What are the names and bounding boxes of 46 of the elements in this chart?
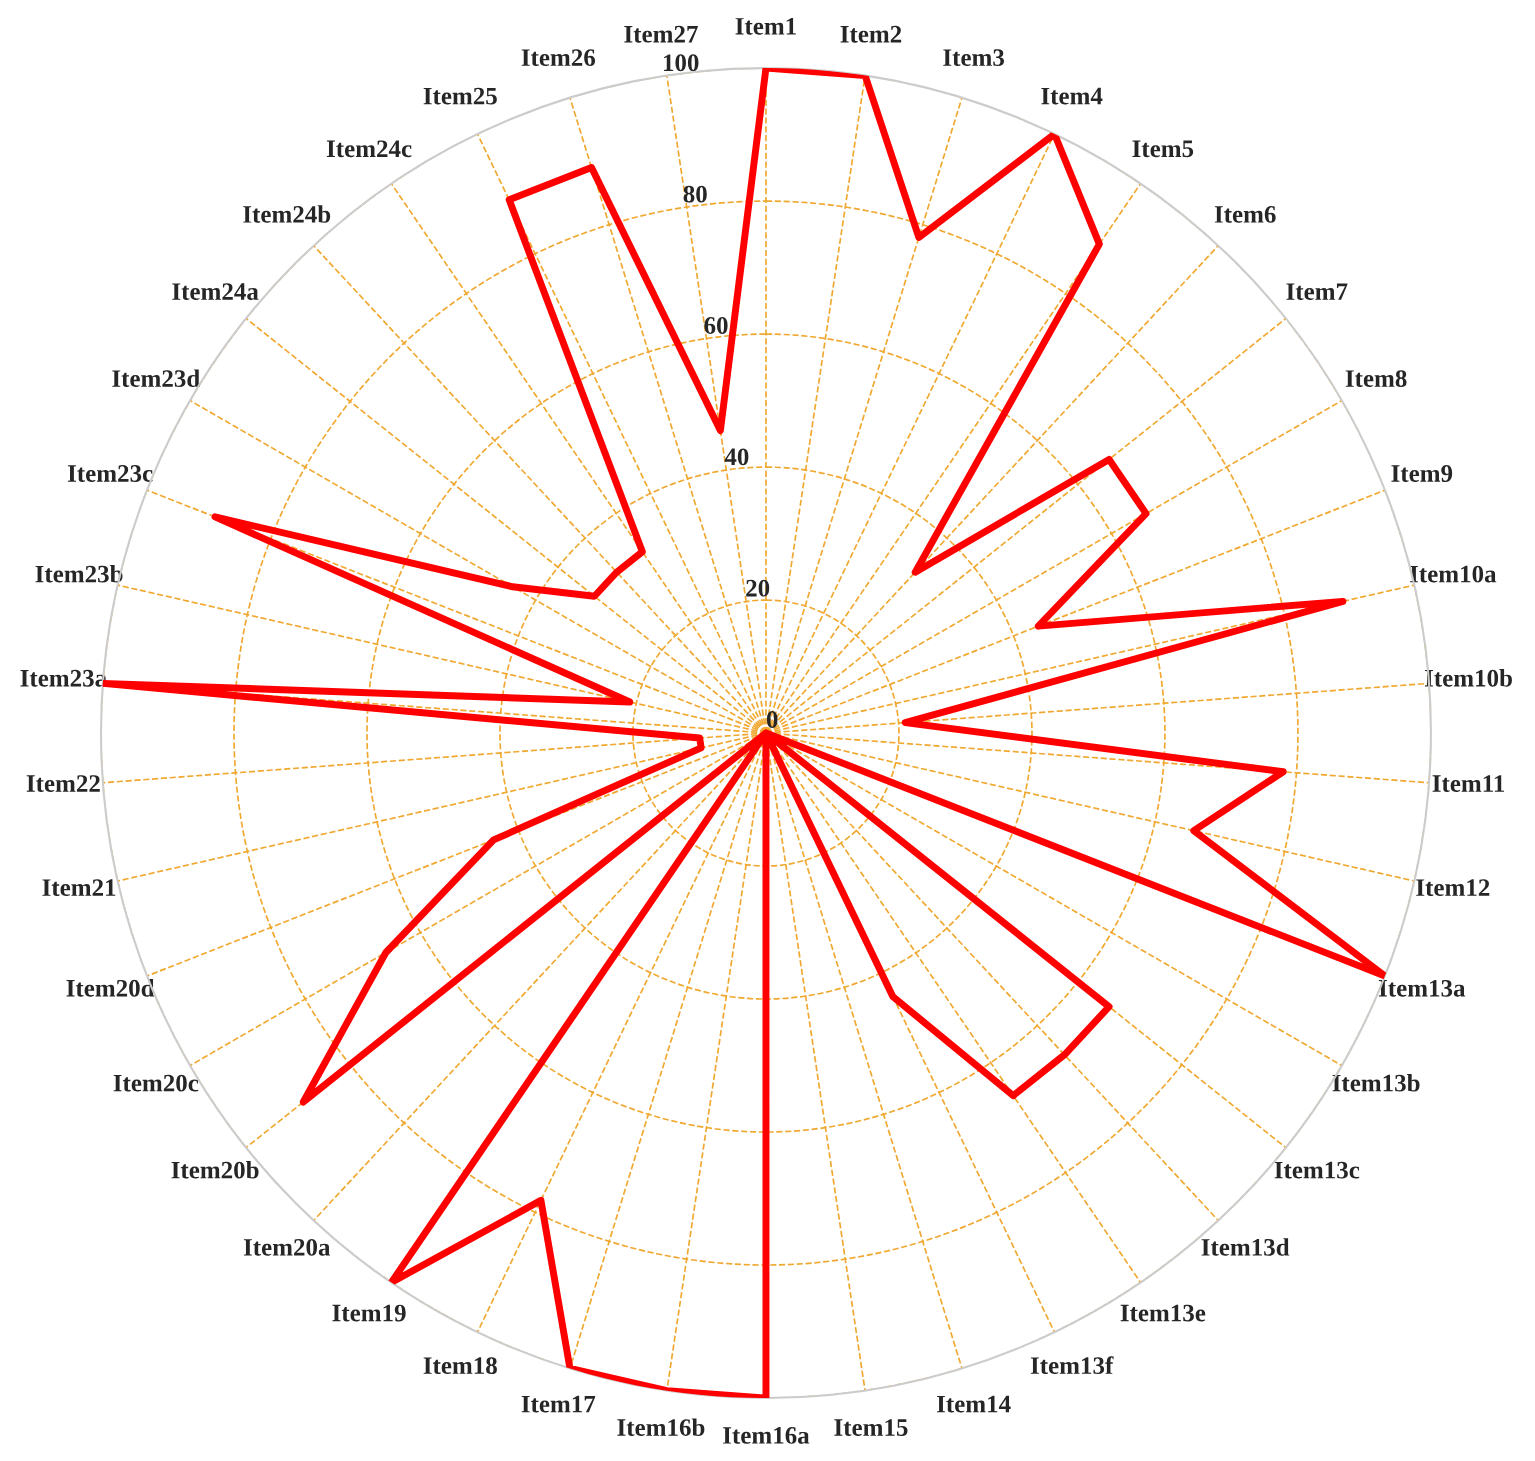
spoke-label: Item26 (521, 49, 596, 67)
spoke-label: Item19 (332, 1304, 406, 1322)
spoke-label: Item10a (1409, 565, 1497, 583)
spoke-label: Item4 (1041, 87, 1103, 105)
spoke-label: Item9 (1391, 465, 1453, 482)
spoke-label: Item2 (840, 25, 902, 43)
spoke-label: Item24a (172, 283, 259, 301)
spoke-label: Item13b (1332, 1073, 1420, 1092)
y-tick-label: 60 (704, 317, 728, 334)
y-tick-label: 80 (683, 185, 707, 203)
y-tick-label: 40 (724, 448, 749, 466)
spoke-label: Item1 (735, 18, 796, 35)
spoke-label: Item13e (1120, 1304, 1206, 1322)
spoke-label: Item13c (1274, 1161, 1360, 1179)
spoke-label: Item18 (423, 1357, 497, 1375)
spoke-label: Item14 (936, 1395, 1011, 1413)
spoke-label: Item5 (1132, 140, 1194, 158)
spoke-label: Item13a (1378, 979, 1466, 997)
spoke-label: Item12 (1416, 879, 1490, 897)
y-tick-label: 100 (663, 54, 699, 72)
spoke-label: Item15 (834, 1419, 908, 1436)
spoke-label: Item20b (171, 1161, 259, 1179)
spoke-label: Item16a (723, 1427, 810, 1444)
spoke-label: Item3 (943, 49, 1005, 67)
spoke-label: Item22 (26, 775, 100, 792)
spoke-label: Item7 (1286, 283, 1348, 301)
spoke-label: Item8 (1345, 370, 1407, 388)
spoke-label: Item10b (1424, 669, 1512, 687)
spoke-label: Item23b (35, 564, 123, 583)
spoke-label: Item23d (112, 369, 200, 388)
spoke-label: Item23c (67, 465, 153, 482)
spoke-label: Item13d (1201, 1238, 1290, 1256)
spoke-label: Item13f (1030, 1356, 1114, 1375)
spoke-label: Item20c (113, 1074, 199, 1092)
spoke-label: Item24c (326, 140, 412, 158)
spoke-label: Item16b (617, 1418, 705, 1436)
spoke-label: Item24b (243, 205, 331, 223)
spoke-label: Item25 (423, 87, 497, 105)
spoke-label: Item6 (1214, 206, 1276, 223)
spoke-label: Item20a (243, 1238, 331, 1256)
spoke-label: Item20d (66, 979, 155, 997)
spoke-label: Item27 (624, 25, 698, 43)
y-tick-label: 20 (746, 579, 770, 597)
spoke-label: Item21 (42, 879, 116, 897)
spoke-label: Item11 (1432, 775, 1505, 792)
spoke-label: Item17 (521, 1395, 596, 1413)
